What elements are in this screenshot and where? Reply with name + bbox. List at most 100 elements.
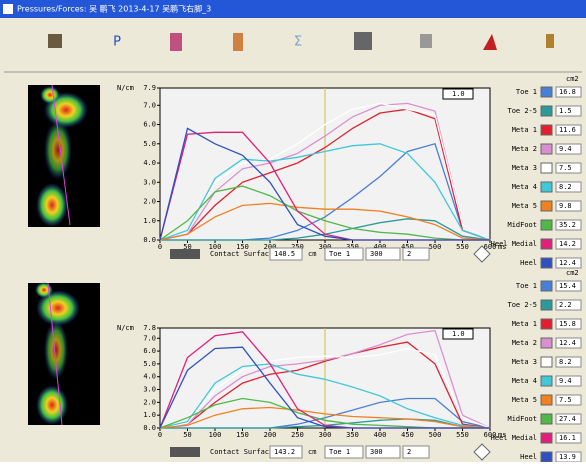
area-value: 7.5 bbox=[559, 396, 572, 404]
area-value: 12.4 bbox=[559, 339, 576, 347]
area-value: 8.2 bbox=[559, 358, 572, 366]
y-tick-label: 4.0 bbox=[143, 159, 156, 167]
area-value: 14.2 bbox=[559, 240, 576, 248]
legend-label: Heel bbox=[520, 259, 537, 267]
legend-swatch bbox=[541, 395, 552, 405]
y-tick-label: 7.9 bbox=[143, 84, 156, 92]
y-tick-label: 7.8 bbox=[143, 324, 156, 332]
y-tick-label: 7.0 bbox=[143, 334, 156, 342]
legend-label: Meta 3 bbox=[512, 164, 537, 172]
app-icon bbox=[3, 4, 13, 14]
step: 2 bbox=[407, 250, 411, 258]
legend-label: Heel Medial bbox=[491, 240, 537, 248]
y-unit: N/cm bbox=[117, 324, 134, 332]
legend-swatch bbox=[541, 144, 552, 154]
legend-swatch bbox=[541, 239, 552, 249]
area-unit: cm2 bbox=[566, 269, 579, 277]
legend-swatch bbox=[541, 452, 552, 462]
x-tick-label: 50 bbox=[183, 431, 191, 439]
legend-label: Meta 4 bbox=[512, 183, 537, 191]
window-title: Pressures/Forces: 吴 鹏飞 2013-4-17 吴鹏飞右脚_3 bbox=[17, 4, 211, 14]
legend-swatch bbox=[541, 220, 552, 230]
legend-swatch bbox=[541, 319, 552, 329]
x-tick-label: 350 bbox=[346, 431, 359, 439]
area-value: 12.4 bbox=[559, 259, 576, 267]
legend-label: Toe 2-5 bbox=[507, 107, 537, 115]
legend-swatch bbox=[541, 281, 552, 291]
area-value: 16.8 bbox=[559, 88, 576, 96]
area-value: 16.1 bbox=[559, 434, 576, 442]
area-value: 8.2 bbox=[559, 183, 572, 191]
selected-region: Toe 1 bbox=[329, 250, 350, 258]
legend-label: Meta 2 bbox=[512, 145, 537, 153]
legend-label: Meta 4 bbox=[512, 377, 537, 385]
zoom-value: 1.0 bbox=[452, 90, 465, 98]
tool-button[interactable] bbox=[546, 34, 554, 48]
ctrl-unit: cm bbox=[308, 448, 316, 456]
foot-image bbox=[28, 85, 100, 227]
y-tick-label: 0.0 bbox=[143, 236, 156, 244]
tool-button[interactable] bbox=[233, 33, 243, 51]
legend-swatch bbox=[541, 258, 552, 268]
foot-image bbox=[28, 282, 100, 425]
y-tick-label: 2.0 bbox=[143, 198, 156, 206]
ctrl-unit: cm bbox=[308, 250, 316, 258]
selected-region: Toe 1 bbox=[329, 448, 350, 456]
ctrl-label: Contact Surface bbox=[210, 448, 273, 456]
x-tick-label: 100 bbox=[209, 431, 222, 439]
y-tick-label: 2.0 bbox=[143, 398, 156, 406]
y-tick-label: 3.0 bbox=[143, 178, 156, 186]
tool-button[interactable]: Σ bbox=[294, 35, 302, 50]
legend-label: Heel bbox=[520, 453, 537, 461]
area-value: 9.4 bbox=[559, 377, 572, 385]
tool-button[interactable] bbox=[354, 32, 372, 50]
x-tick-label: 500 bbox=[429, 243, 442, 251]
legend-label: MidFoot bbox=[507, 415, 537, 423]
legend-label: Toe 1 bbox=[516, 88, 537, 96]
legend-swatch bbox=[541, 125, 552, 135]
tool-button[interactable]: P bbox=[113, 35, 121, 50]
y-tick-label: 5.0 bbox=[143, 140, 156, 148]
tool-button[interactable] bbox=[48, 34, 62, 48]
legend-swatch bbox=[541, 201, 552, 211]
x-tick-label: 0 bbox=[158, 431, 162, 439]
legend-label: Meta 5 bbox=[512, 396, 537, 404]
area-value: 9.8 bbox=[559, 202, 572, 210]
y-tick-label: 4.0 bbox=[143, 373, 156, 381]
y-tick-label: 7.0 bbox=[143, 101, 156, 109]
legend-swatch bbox=[541, 300, 552, 310]
x-tick-label: 300 bbox=[319, 431, 332, 439]
legend-swatch bbox=[541, 106, 552, 116]
legend-label: Meta 3 bbox=[512, 358, 537, 366]
x-tick-label: 550 bbox=[456, 243, 469, 251]
x-tick-label: 250 bbox=[291, 431, 304, 439]
legend-swatch bbox=[541, 357, 552, 367]
legend-swatch bbox=[541, 376, 552, 386]
tool-button[interactable] bbox=[170, 33, 182, 51]
y-tick-label: 3.0 bbox=[143, 386, 156, 394]
legend-label: Meta 5 bbox=[512, 202, 537, 210]
x-tick-label: 450 bbox=[401, 431, 414, 439]
ctrl-icons[interactable] bbox=[170, 447, 200, 457]
legend-swatch bbox=[541, 433, 552, 443]
legend-label: MidFoot bbox=[507, 221, 537, 229]
y-unit: N/cm bbox=[117, 84, 134, 92]
legend-label: Heel Medial bbox=[491, 434, 537, 442]
ctrl-icons[interactable] bbox=[170, 249, 200, 259]
x-tick-label: 200 bbox=[264, 431, 277, 439]
tool-button[interactable] bbox=[420, 34, 432, 48]
y-tick-label: 1.0 bbox=[143, 411, 156, 419]
legend-label: Toe 1 bbox=[516, 282, 537, 290]
y-tick-label: 6.0 bbox=[143, 121, 156, 129]
x-tick-label: 550 bbox=[456, 431, 469, 439]
legend-swatch bbox=[541, 87, 552, 97]
y-tick-label: 1.0 bbox=[143, 217, 156, 225]
x-tick-label: 150 bbox=[236, 431, 249, 439]
step: 2 bbox=[407, 448, 411, 456]
legend-swatch bbox=[541, 163, 552, 173]
area-value: 1.5 bbox=[559, 107, 572, 115]
cursor-time: 300 bbox=[370, 448, 383, 456]
x-tick-label: 500 bbox=[429, 431, 442, 439]
legend-swatch bbox=[541, 414, 552, 424]
x-tick-label: 0 bbox=[158, 243, 162, 251]
